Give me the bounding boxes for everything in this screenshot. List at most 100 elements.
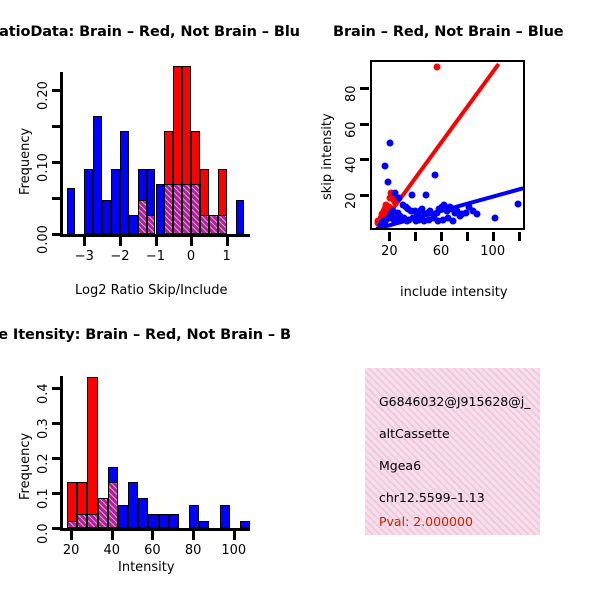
y-tick-label: 0.00 [36, 225, 51, 254]
x-tick-label: 100 [221, 543, 247, 558]
scatter-point [391, 189, 399, 197]
scatter-point [431, 171, 439, 179]
hist-bar-blue [219, 505, 230, 528]
x-tick [440, 232, 444, 241]
hist-bar-red [87, 377, 98, 528]
intensity-hist-xlabel: Intensity [118, 560, 175, 575]
scatter-point [407, 207, 415, 215]
scatter-point [405, 216, 413, 224]
scatter-point [465, 203, 473, 211]
x-tick [151, 531, 155, 540]
scatter-point [385, 214, 393, 222]
y-tick [52, 233, 61, 236]
y-tick [52, 421, 61, 425]
scatter-point [453, 207, 461, 215]
x-tick [118, 237, 122, 246]
x-tick [232, 531, 236, 540]
scatter-point [439, 216, 447, 224]
hist-bar-overlap [67, 520, 78, 528]
hist-bar-blue [168, 513, 179, 528]
x-tick-label: 100 [480, 244, 506, 259]
scatter-point [387, 210, 395, 218]
x-tick [192, 531, 196, 540]
scatter-point [491, 214, 499, 222]
y-tick [52, 386, 61, 390]
scatter-point [469, 207, 477, 215]
hist-bar-blue [158, 513, 169, 528]
hist-bar-overlap [199, 214, 209, 234]
scatter-point [420, 217, 428, 225]
scatter-point [381, 205, 389, 213]
hist-bar-overlap [164, 184, 174, 234]
x-tick-label: −1 [145, 249, 166, 264]
hist-bar-overlap [182, 184, 192, 234]
ratio-hist-bars [63, 62, 248, 234]
scatter-point [381, 162, 389, 170]
x-tick-label: 40 [103, 543, 121, 558]
x-tick-label: 1 [222, 249, 231, 264]
hist-bar-blue [102, 199, 112, 234]
scatter-point [386, 194, 394, 202]
x-tick [517, 232, 521, 241]
y-tick [360, 87, 369, 91]
y-tick-label: 0.10 [36, 153, 51, 182]
hist-bar-blue [119, 130, 129, 234]
scatter-xlabel: include intensity [400, 285, 508, 300]
y-tick-label: 80 [344, 85, 359, 103]
scatter-point [433, 63, 441, 71]
x-tick [83, 237, 87, 246]
hist-bar-overlap [87, 513, 98, 528]
hist-bar-overlap [77, 513, 88, 528]
scatter-point [458, 210, 466, 218]
y-tick [360, 193, 369, 197]
scatter-point [400, 214, 408, 222]
scatter-title: Brain – Red, Not Brain – Blue [333, 24, 564, 40]
info-locus: chr12.5599–1.13 [379, 490, 485, 505]
x-tick-label: 0 [186, 249, 196, 264]
y-tick [360, 122, 369, 126]
scatter-point [473, 210, 481, 218]
scatter-point [418, 205, 426, 213]
scatter-point [384, 178, 391, 186]
hist-bar-overlap [146, 214, 156, 234]
scatter-point [396, 212, 404, 220]
hist-bar-blue [128, 482, 139, 528]
hist-bar-blue [117, 505, 129, 528]
y-tick [52, 456, 61, 460]
scatter-ylabel: skip intensity [320, 113, 335, 200]
hist-bar-overlap [107, 482, 118, 528]
hist-bar-blue [66, 188, 76, 234]
x-tick-label: 60 [144, 543, 161, 558]
intensity-hist-ylabel: Frequency [18, 432, 33, 500]
ratio-hist-title: RatioData: Brain – Red, Not Brain – Blu [0, 24, 300, 40]
scatter-point [429, 210, 437, 218]
ratio-hist-ylabel: Frequency [18, 127, 33, 195]
hist-bar-overlap [173, 184, 183, 234]
y-tick [52, 491, 61, 495]
scatter-point [444, 214, 452, 222]
scatter-point [422, 191, 430, 199]
ratio-hist-x-axis [60, 234, 250, 237]
x-tick-label: 20 [62, 543, 80, 558]
x-tick-label: 20 [381, 244, 398, 259]
hist-bar-overlap [208, 214, 218, 234]
x-tick-label: −3 [74, 249, 94, 264]
ratio-hist-xlabel: Log2 Ratio Skip/Include [75, 283, 228, 298]
y-tick [52, 161, 61, 164]
scatter-point [391, 198, 399, 206]
scatter-point [449, 217, 457, 225]
scatter-point [514, 200, 522, 208]
y-tick-label: 60 [344, 121, 359, 138]
y-tick-label: 0.2 [36, 453, 51, 474]
x-tick-label: 60 [432, 244, 450, 259]
hist-bar-blue [111, 169, 120, 234]
ratio-hist-y-axis [60, 72, 63, 234]
scatter-point [386, 139, 394, 147]
scatter-point [408, 191, 416, 199]
y-tick [52, 125, 61, 128]
y-tick [52, 89, 61, 92]
y-tick-label: 0.3 [36, 417, 51, 439]
x-tick-label: −2 [110, 249, 130, 264]
hist-bar-blue [235, 199, 245, 234]
x-tick [110, 531, 114, 540]
